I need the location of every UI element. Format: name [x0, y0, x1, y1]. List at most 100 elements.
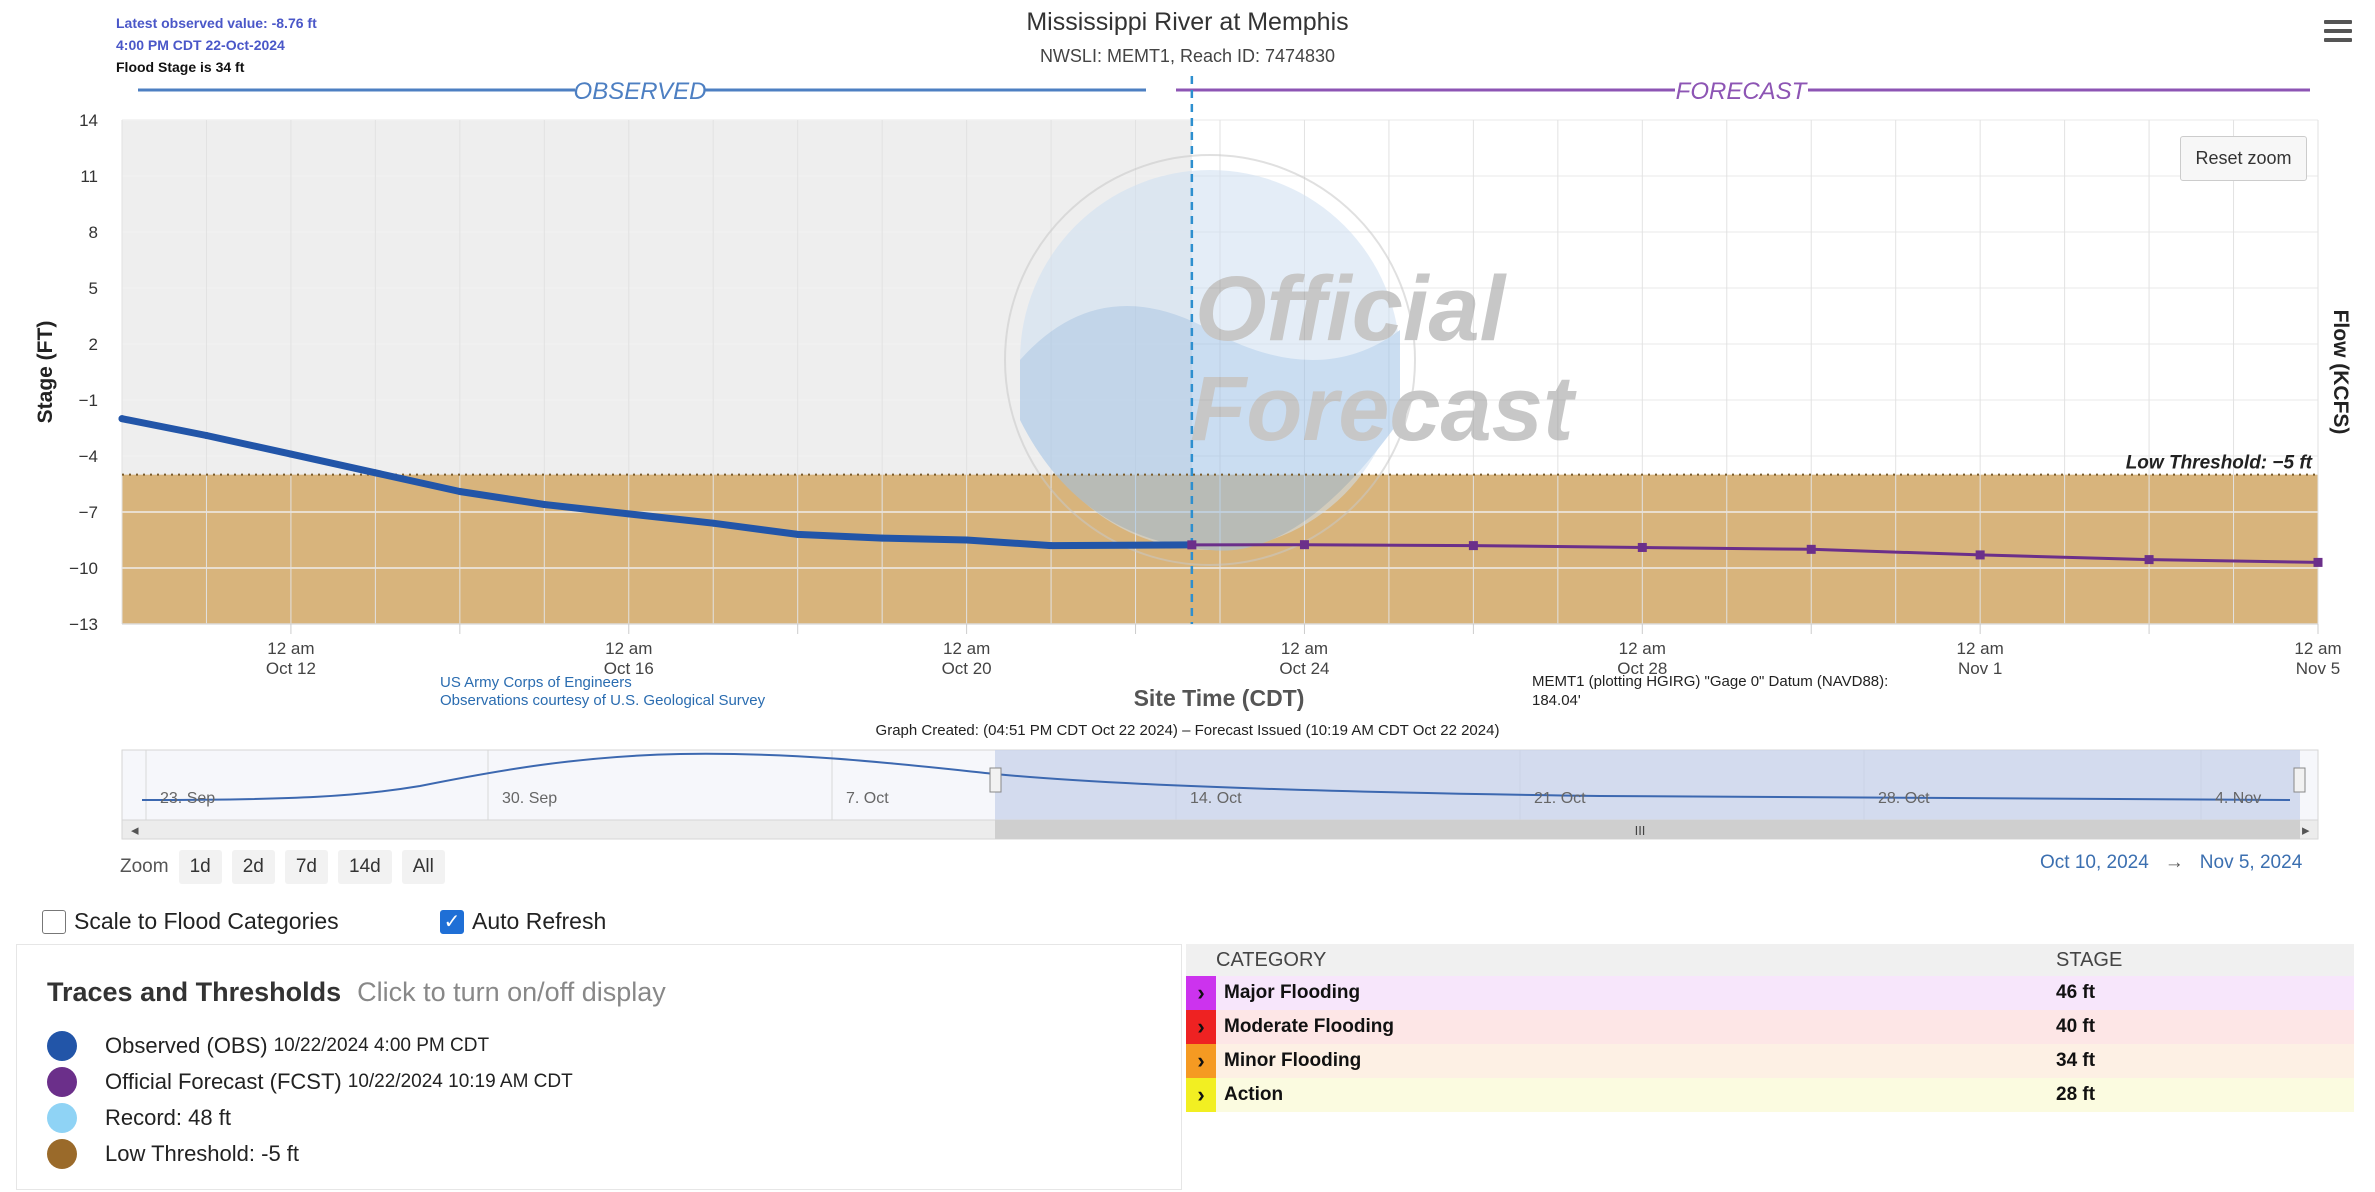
- y-axis-right-title: Flow (KCFS): [2329, 310, 2352, 435]
- legend-low-threshold-label: Low Threshold: -5 ft: [105, 1141, 300, 1166]
- scale-to-flood-categories-option[interactable]: Scale to Flood Categories: [42, 908, 339, 935]
- forecast-data-point[interactable]: [1806, 544, 1816, 554]
- legend-item-record[interactable]: Record: 48 ft: [47, 1103, 231, 1133]
- scroll-left-icon[interactable]: ◂: [131, 822, 139, 839]
- forecast-data-point[interactable]: [1187, 540, 1197, 550]
- range-to-input[interactable]: Nov 5, 2024: [2199, 852, 2303, 873]
- y-tick-label: 8: [89, 223, 98, 242]
- observed-data-point[interactable]: [878, 534, 886, 542]
- x-tick-label-date: Nov 1: [1958, 659, 2002, 678]
- y-tick-label: 2: [89, 335, 98, 354]
- category-stage: 40 ft: [2056, 1016, 2096, 1037]
- category-stage: 28 ft: [2056, 1084, 2096, 1105]
- observed-data-point[interactable]: [118, 415, 126, 423]
- x-tick-label-time: 12 am: [943, 639, 990, 658]
- observed-data-point[interactable]: [287, 450, 295, 458]
- table-row[interactable]: › Major Flooding 46 ft: [1186, 976, 2354, 1010]
- navigator-date-label: 23. Sep: [160, 790, 215, 807]
- chevron-right-icon[interactable]: ›: [1186, 1078, 1216, 1112]
- legend-item-forecast[interactable]: Official Forecast (FCST) 10/22/2024 10:1…: [47, 1067, 573, 1097]
- y-tick-label: −1: [79, 391, 98, 410]
- low-threshold-dot-icon: [47, 1139, 77, 1169]
- chart-subtitle: NWSLI: MEMT1, Reach ID: 7474830: [1039, 46, 1336, 66]
- x-tick-label-time: 12 am: [1281, 639, 1328, 658]
- navigator-date-label: 21. Oct: [1534, 790, 1586, 807]
- y-tick-label: −4: [79, 447, 98, 466]
- noaa-watermark: Official Forecast: [1004, 154, 1577, 566]
- zoom-7d-button[interactable]: 7d: [284, 850, 328, 884]
- navigator-selection[interactable]: [995, 750, 2300, 820]
- observed-data-point[interactable]: [1047, 542, 1055, 550]
- forecast-data-point[interactable]: [2313, 557, 2323, 567]
- scroll-grip-icon[interactable]: III: [1635, 823, 1646, 838]
- table-row[interactable]: › Moderate Flooding 40 ft: [1186, 1010, 2354, 1044]
- legend-title: Traces and Thresholds: [47, 977, 342, 1007]
- forecast-series-line[interactable]: [1191, 543, 2319, 564]
- flood-stage-note: Flood Stage is 34 ft: [116, 59, 245, 75]
- x-tick-label-date: Oct 16: [604, 659, 654, 678]
- forecast-data-point[interactable]: [2144, 555, 2154, 565]
- latest-time: 4:00 PM CDT 22-Oct-2024: [116, 37, 285, 53]
- y-tick-label: 11: [80, 167, 98, 186]
- forecast-data-point[interactable]: [1637, 542, 1647, 552]
- observed-data-point[interactable]: [202, 431, 210, 439]
- zoom-1d-button[interactable]: 1d: [178, 850, 222, 884]
- category-stage: 46 ft: [2056, 982, 2096, 1003]
- category-name: Major Flooding: [1224, 982, 1361, 1003]
- x-tick-label-time: 12 am: [1619, 639, 1666, 658]
- observed-data-point[interactable]: [794, 530, 802, 538]
- x-tick-label-date: Nov 5: [2296, 659, 2340, 678]
- navigator-left-handle[interactable]: [989, 767, 1002, 793]
- hamburger-menu-icon[interactable]: [2324, 20, 2352, 44]
- observed-data-point[interactable]: [625, 510, 633, 518]
- observed-banner-label: OBSERVED: [574, 78, 707, 105]
- range-navigator[interactable]: 23. Sep 30. Sep 7. Oct 14. Oct 21. Oct 28. Oc…: [0, 740, 2375, 840]
- navigator-date-label: 30. Sep: [502, 790, 557, 807]
- legend-item-low-threshold[interactable]: Low Threshold: -5 ft: [47, 1139, 299, 1169]
- zoom-all-button[interactable]: All: [401, 850, 445, 884]
- legend-heading: Traces and Thresholds Click to turn on/of…: [47, 977, 666, 1008]
- x-tick-label-time: 12 am: [605, 639, 652, 658]
- x-tick-label-time: 12 am: [267, 639, 314, 658]
- chevron-right-icon[interactable]: ›: [1186, 1010, 1216, 1044]
- auto-refresh-option[interactable]: ✓ Auto Refresh: [440, 908, 606, 935]
- observed-data-point[interactable]: [540, 501, 548, 509]
- observed-data-point[interactable]: [709, 519, 717, 527]
- x-tick-label-time: 12 am: [2294, 639, 2341, 658]
- zoom-14d-button[interactable]: 14d: [338, 850, 392, 884]
- table-row[interactable]: › Minor Flooding 34 ft: [1186, 1044, 2354, 1078]
- auto-refresh-label: Auto Refresh: [472, 908, 607, 934]
- table-row[interactable]: › Action 28 ft: [1186, 1078, 2354, 1112]
- y-tick-label: −7: [79, 503, 98, 522]
- chevron-right-icon[interactable]: ›: [1186, 976, 1216, 1010]
- forecast-data-point[interactable]: [1975, 550, 1985, 560]
- observed-data-point[interactable]: [963, 536, 971, 544]
- legend-forecast-label: Official Forecast (FCST): [105, 1069, 342, 1094]
- legend-item-observed[interactable]: Observed (OBS) 10/22/2024 4:00 PM CDT: [47, 1031, 489, 1061]
- zoom-label: Zoom: [120, 856, 169, 877]
- x-tick-label-date: Oct 20: [942, 659, 992, 678]
- scroll-right-icon[interactable]: ▸: [2302, 822, 2310, 839]
- scale-checkbox[interactable]: [42, 909, 66, 934]
- navigator-right-handle[interactable]: [2293, 767, 2306, 793]
- range-from-input[interactable]: Oct 10, 2024: [2040, 852, 2149, 873]
- x-tick-label-date: Oct 28: [1617, 659, 1667, 678]
- navigator-scroll-thumb[interactable]: [995, 820, 2300, 839]
- chart-title: Mississippi River at Memphis: [1026, 8, 1349, 36]
- zoom-2d-button[interactable]: 2d: [231, 850, 275, 884]
- category-stage: 34 ft: [2056, 1050, 2096, 1071]
- x-tick-label-date: Oct 24: [1279, 659, 1329, 678]
- forecast-data-point[interactable]: [1299, 540, 1309, 550]
- chevron-right-icon[interactable]: ›: [1186, 1044, 1216, 1078]
- x-tick-label-time: 12 am: [1957, 639, 2004, 658]
- observed-data-point[interactable]: [456, 487, 464, 495]
- observed-data-point[interactable]: [371, 469, 379, 477]
- legend-record-label: Record: 48 ft: [105, 1105, 231, 1130]
- auto-refresh-checkbox[interactable]: ✓: [440, 909, 464, 934]
- navigator-date-label: 7. Oct: [846, 790, 889, 807]
- forecast-data-point[interactable]: [1468, 541, 1478, 551]
- navigator-date-label: 28. Oct: [1878, 790, 1930, 807]
- category-name: Action: [1224, 1084, 1284, 1105]
- reset-zoom-button[interactable]: Reset zoom: [2180, 136, 2307, 181]
